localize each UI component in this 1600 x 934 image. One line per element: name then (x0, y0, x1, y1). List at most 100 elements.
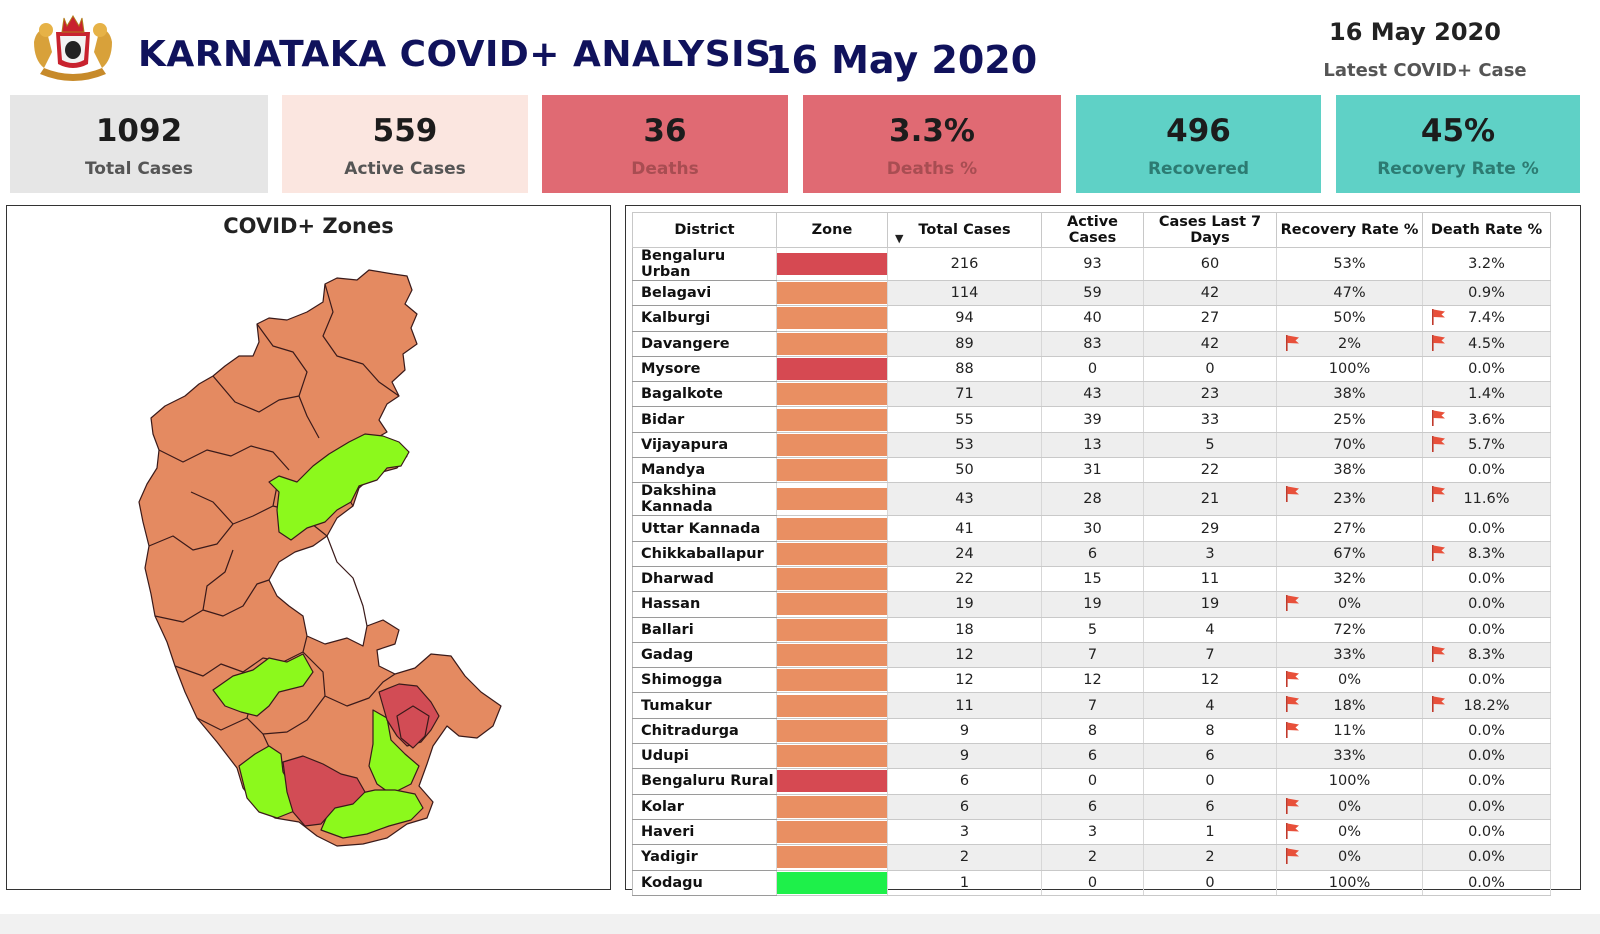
death-rate-value: 0.0% (1468, 596, 1505, 613)
zone-color-swatch (777, 618, 887, 641)
cases-last-7-days-cell: 8 (1143, 718, 1277, 745)
death-rate-cell: 0.0% (1422, 743, 1551, 770)
table-row[interactable]: Vijayapura 53 13 5 70% 5.7% (632, 432, 1551, 459)
active-cases-cell: 6 (1041, 541, 1144, 567)
zone-cell (776, 331, 888, 357)
table-row[interactable]: Uttar Kannada 41 30 29 27% 0.0% (632, 515, 1551, 542)
table-row[interactable]: Hassan 19 19 19 0% 0.0% (632, 591, 1551, 618)
table-row[interactable]: Bengaluru Rural 6 0 0 100% 0.0% (632, 768, 1551, 795)
zone-color-swatch (777, 408, 887, 431)
kpi-label: Deaths (631, 159, 699, 179)
table-row[interactable]: Dakshina Kannada 43 28 21 23% 11.6% (632, 482, 1551, 517)
zone-color-swatch (777, 568, 887, 591)
active-cases-cell: 19 (1041, 591, 1144, 618)
cases-last-7-days-cell: 42 (1143, 331, 1277, 357)
map-district-line (190, 491, 234, 525)
table-row[interactable]: Chikkaballapur 24 6 3 67% 8.3% (632, 541, 1551, 567)
table-row[interactable]: Haveri 3 3 1 0% 0.0% (632, 819, 1551, 846)
table-row[interactable]: Gadag 12 7 7 33% 8.3% (632, 642, 1551, 669)
table-row[interactable]: Belagavi 114 59 42 47% 0.9% (632, 280, 1551, 307)
map-district-line (148, 475, 280, 551)
column-header-cases-last-7-days[interactable]: Cases Last 7 Days (1143, 212, 1277, 248)
kpi-active-cases-card[interactable]: 559 Active Cases (282, 95, 528, 193)
total-cases-cell: 9 (887, 743, 1042, 770)
recovery-rate-cell: 38% (1276, 381, 1423, 408)
recovery-rate-cell: 72% (1276, 617, 1423, 643)
karnataka-zones-map[interactable] (7, 206, 609, 888)
column-header-total-cases[interactable]: Total Cases ▼ (887, 212, 1042, 248)
death-rate-value: 0.0% (1468, 621, 1505, 638)
zone-cell (776, 870, 888, 896)
table-row[interactable]: Bagalkote 71 43 23 38% 1.4% (632, 381, 1551, 408)
total-cases-cell: 6 (887, 768, 1042, 795)
zone-cell (776, 541, 888, 567)
table-row[interactable]: Yadigir 2 2 2 0% 0.0% (632, 844, 1551, 871)
zone-cell (776, 457, 888, 484)
table-row[interactable]: Mandya 50 31 22 38% 0.0% (632, 457, 1551, 484)
death-rate-value: 0.0% (1468, 361, 1505, 378)
recovery-rate-cell: 2% (1276, 331, 1423, 357)
district-name-cell: Dharwad (632, 566, 777, 593)
kpi-value: 1092 (95, 113, 183, 149)
death-rate-cell: 3.6% (1422, 406, 1551, 433)
column-header-zone[interactable]: Zone (776, 212, 888, 248)
death-rate-cell: 0.0% (1422, 794, 1551, 820)
kpi-recovery-rate-card[interactable]: 45% Recovery Rate % (1336, 95, 1580, 193)
recovery-rate-value: 38% (1333, 386, 1366, 403)
cases-last-7-days-cell: 19 (1143, 591, 1277, 618)
column-header-active-cases[interactable]: Active Cases (1041, 212, 1144, 248)
kpi-recovered-card[interactable]: 496 Recovered (1076, 95, 1321, 193)
active-cases-cell: 0 (1041, 870, 1144, 896)
table-row[interactable]: Davangere 89 83 42 2% 4.5% (632, 331, 1551, 357)
table-row[interactable]: Kodagu 1 0 0 100% 0.0% (632, 870, 1551, 896)
kpi-deaths-percent-card[interactable]: 3.3% Deaths % (803, 95, 1061, 193)
kpi-total-cases-card[interactable]: 1092 Total Cases (10, 95, 268, 193)
recovery-rate-cell: 100% (1276, 768, 1423, 795)
total-cases-cell: 12 (887, 642, 1042, 669)
recovery-rate-cell: 100% (1276, 870, 1423, 896)
district-name-cell: Dakshina Kannada (632, 482, 777, 517)
column-header-death-rate[interactable]: Death Rate % (1422, 212, 1551, 248)
table-row[interactable]: Kalburgi 94 40 27 50% 7.4% (632, 305, 1551, 332)
table-row[interactable]: Dharwad 22 15 11 32% 0.0% (632, 566, 1551, 593)
total-cases-cell: 3 (887, 819, 1042, 846)
table-row[interactable]: Udupi 9 6 6 33% 0.0% (632, 743, 1551, 770)
district-table-panel: District Zone Total Cases ▼ Active Cases … (625, 205, 1581, 896)
zone-cell (776, 247, 888, 281)
dashboard-title-date: 16 May 2020 (765, 38, 1038, 82)
recovery-rate-value: 0% (1337, 596, 1361, 613)
kpi-value: 45% (1420, 113, 1496, 149)
total-cases-cell: 9 (887, 718, 1042, 745)
column-header-recovery-rate[interactable]: Recovery Rate % (1276, 212, 1423, 248)
death-rate-value: 1.4% (1468, 386, 1505, 403)
sort-down-icon[interactable]: ▼ (895, 232, 904, 245)
table-row[interactable]: Bengaluru Urban 216 93 60 53% 3.2% (632, 247, 1551, 281)
recovery-rate-value: 27% (1333, 520, 1366, 537)
table-row[interactable]: Bidar 55 39 33 25% 3.6% (632, 406, 1551, 433)
recovery-rate-cell: 50% (1276, 305, 1423, 332)
table-row[interactable]: Mysore 88 0 0 100% 0.0% (632, 356, 1551, 383)
district-name-cell: Bengaluru Urban (632, 247, 777, 281)
recovery-rate-value: 38% (1333, 462, 1366, 479)
active-cases-cell: 7 (1041, 692, 1144, 719)
active-cases-cell: 13 (1041, 432, 1144, 459)
table-row[interactable]: Shimogga 12 12 12 0% 0.0% (632, 667, 1551, 694)
recovery-rate-value: 67% (1333, 545, 1366, 562)
table-row[interactable]: Kolar 6 6 6 0% 0.0% (632, 794, 1551, 820)
table-header-row: District Zone Total Cases ▼ Active Cases … (632, 212, 1551, 248)
table-row[interactable]: Chitradurga 9 8 8 11% 0.0% (632, 718, 1551, 745)
map-district-line (158, 445, 290, 471)
district-name-cell: Vijayapura (632, 432, 777, 459)
active-cases-cell: 40 (1041, 305, 1144, 332)
column-header-district[interactable]: District (632, 212, 777, 248)
table-row[interactable]: Ballari 18 5 4 72% 0.0% (632, 617, 1551, 643)
map-region-red (282, 755, 366, 827)
kpi-deaths-card[interactable]: 36 Deaths (542, 95, 788, 193)
table-row[interactable]: Tumakur 11 7 4 18% 18.2% (632, 692, 1551, 719)
total-cases-cell: 89 (887, 331, 1042, 357)
death-rate-cell: 11.6% (1422, 482, 1551, 517)
karnataka-emblem-icon (34, 15, 112, 81)
active-cases-cell: 12 (1041, 667, 1144, 694)
active-cases-cell: 39 (1041, 406, 1144, 433)
zone-color-swatch (777, 694, 887, 717)
